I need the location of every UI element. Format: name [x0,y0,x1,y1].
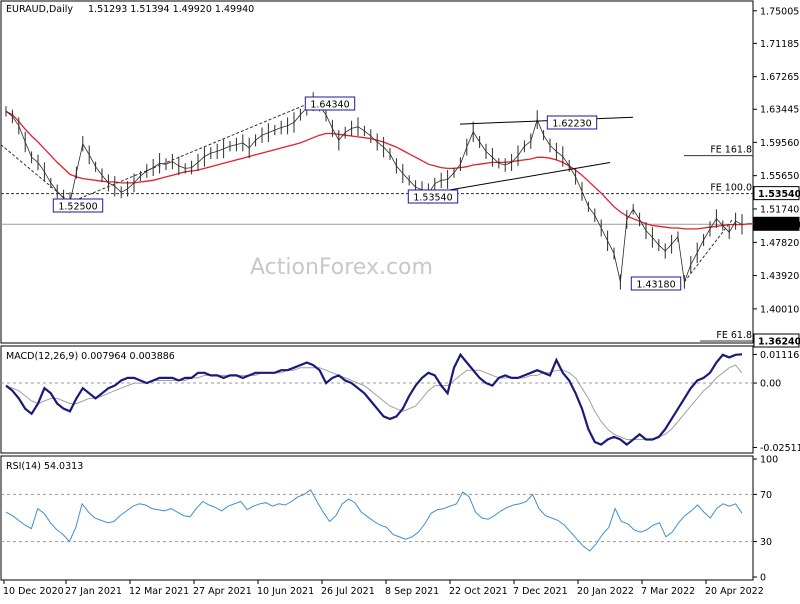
low-label-1.43180: 1.43180 [636,280,675,291]
macd-y-tick-label: -0.025117 [760,443,800,454]
chart-symbol: EURAUD,Daily [6,4,73,15]
upper-channel-line [459,116,634,125]
high-label-1.64340-box [304,96,356,111]
macd-y-tick-label: 0.011168 [760,350,800,361]
low-label-1.52500: 1.52500 [58,202,97,213]
rsi-panel-frame [0,455,754,581]
x-tick-label: 8 Sep 2021 [385,586,439,597]
x-tick-label: 27 Apr 2021 [193,586,252,597]
macd-line [5,352,743,447]
ma-line [5,110,755,230]
annotations: 1.52500 1.64340 1.53540 1.62230 1.43180 FE 16… [0,96,752,341]
price-y-tick-label: 1.43920 [760,271,799,282]
low-label-1.43180-box [630,276,682,291]
rsi-title: RSI(14) 54.0313 [6,461,83,472]
low-label-1.52500-box [52,198,104,213]
price-y-tick-label: 1.55650 [760,171,799,182]
macd-signal-line [5,364,743,440]
macd-panel-frame [0,345,754,454]
low-label-1.53540-box [407,189,459,204]
low-label-1.53540: 1.53540 [413,193,452,204]
price-y-tick-label: 1.47820 [760,238,799,249]
x-tick-label: 7 Dec 2021 [513,586,568,597]
chart-ohlc: 1.51293 1.51394 1.49920 1.49940 [88,4,254,15]
rsi-y-tick-label: 30 [760,537,772,548]
price-y-tick-label: 1.71185 [760,39,799,50]
x-tick-label: 7 Mar 2022 [641,586,695,597]
fe100-text: FE 100.0 [710,183,752,194]
x-tick-label: 27 Jan 2021 [65,586,122,597]
x-tick-label: 26 Jul 2021 [321,586,375,597]
price-y-tick-label: 1.75005 [760,6,799,17]
high-label-1.62230: 1.62230 [552,119,591,130]
macd-y-tick-label: 0.00 [760,379,781,390]
rsi-y-tick-label: 70 [760,490,772,501]
price-tag-box [753,216,800,231]
x-tick-label: 10 Jun 2021 [257,586,314,597]
price-y-tick-label: 1.67265 [760,72,799,83]
price-tag-box [753,333,800,348]
x-tick-label: 22 Oct 2021 [449,586,508,597]
fe61-text: FE 61.8 [716,330,752,341]
price-panel-frame [0,0,754,344]
price-tag-1.53540: 1.53540 [758,189,800,200]
price-y-tick-label: 1.51740 [760,204,799,215]
price-tag-box [753,186,800,201]
dashed-rally-trendline [69,101,314,203]
price-tag-1.49940: 1.49940 [758,220,800,231]
x-axis: 10 Dec 2020 27 Jan 2021 12 Mar 2021 27 Apr … [3,580,764,597]
watermark: ActionForex.com [250,255,433,280]
dashed-recovery-line [684,218,734,283]
high-label-1.62230-box [546,115,598,130]
series-lines [5,92,755,552]
gridlines [1,155,753,543]
price-y-tick-label: 1.59560 [760,138,799,149]
x-tick-label: 20 Jan 2022 [577,586,634,597]
rsi-y-tick-label: 0 [760,573,766,584]
x-tick-label: 20 Apr 2022 [705,586,764,597]
rsi-line [5,488,743,552]
y-axes: 1.75005 1.71185 1.67265 1.63445 1.59560 1.556… [753,6,800,584]
high-label-1.64340: 1.64340 [310,100,349,111]
dashed-decline-trendline [0,143,71,203]
price-line [5,101,743,283]
price-y-tick-label: 1.40010 [760,304,799,315]
x-tick-label: 10 Dec 2020 [3,586,64,597]
fe161-text: FE 161.8 [710,145,752,156]
price-tag-1.36240: 1.36240 [758,337,800,348]
macd-title: MACD(12,26,9) 0.007964 0.003886 [6,351,175,362]
lower-channel-line [428,161,611,195]
x-tick-label: 12 Mar 2021 [129,586,189,597]
price-y-tick-label: 1.63445 [760,105,799,116]
rsi-y-tick-label: 100 [760,455,778,466]
